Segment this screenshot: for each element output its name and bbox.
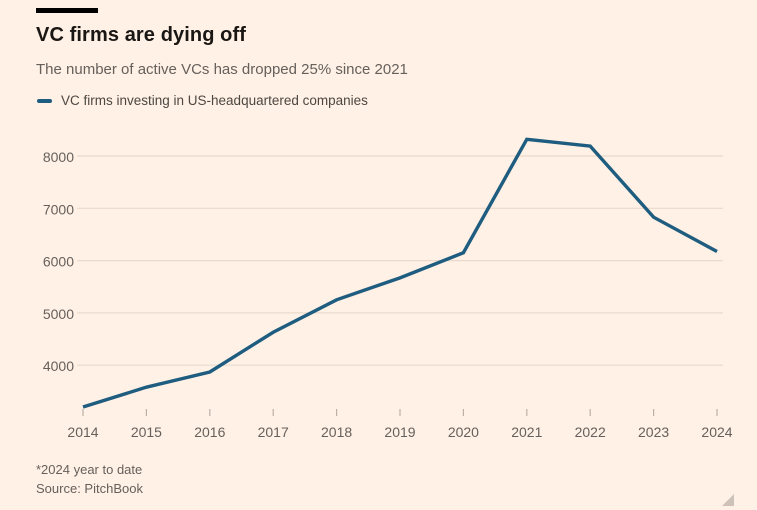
x-axis-label: 2024 [701,424,732,440]
title-accent-bar [36,8,98,13]
chart-title: VC firms are dying off [36,24,247,46]
source-credit: Source: PitchBook [36,481,143,496]
x-axis-label: 2022 [575,424,606,440]
y-axis-label: 6000 [43,254,74,270]
x-axis-label: 2018 [321,424,352,440]
x-axis-label: 2021 [511,424,542,440]
x-axis-label: 2014 [67,424,98,440]
y-axis-label: 8000 [43,149,74,165]
resize-handle-icon[interactable] [722,494,734,506]
series-line [82,137,718,409]
legend: VC firms investing in US-headquartered c… [37,93,368,108]
legend-label: VC firms investing in US-headquartered c… [61,93,368,108]
x-axis-label: 2015 [131,424,162,440]
x-axis-label: 2016 [194,424,225,440]
x-axis-label: 2017 [258,424,289,440]
x-axis-label: 2020 [448,424,479,440]
x-axis-label: 2023 [638,424,669,440]
chart-footer: *2024 year to date Source: PitchBook [36,460,143,498]
footnote: *2024 year to date [36,462,143,477]
legend-line-swatch [37,98,52,103]
y-axis-label: 5000 [43,306,74,322]
y-axis-label: 4000 [43,358,74,374]
y-axis-label: 7000 [43,201,74,217]
x-axis-label: 2019 [384,424,415,440]
chart-subtitle: The number of active VCs has dropped 25%… [36,61,408,78]
